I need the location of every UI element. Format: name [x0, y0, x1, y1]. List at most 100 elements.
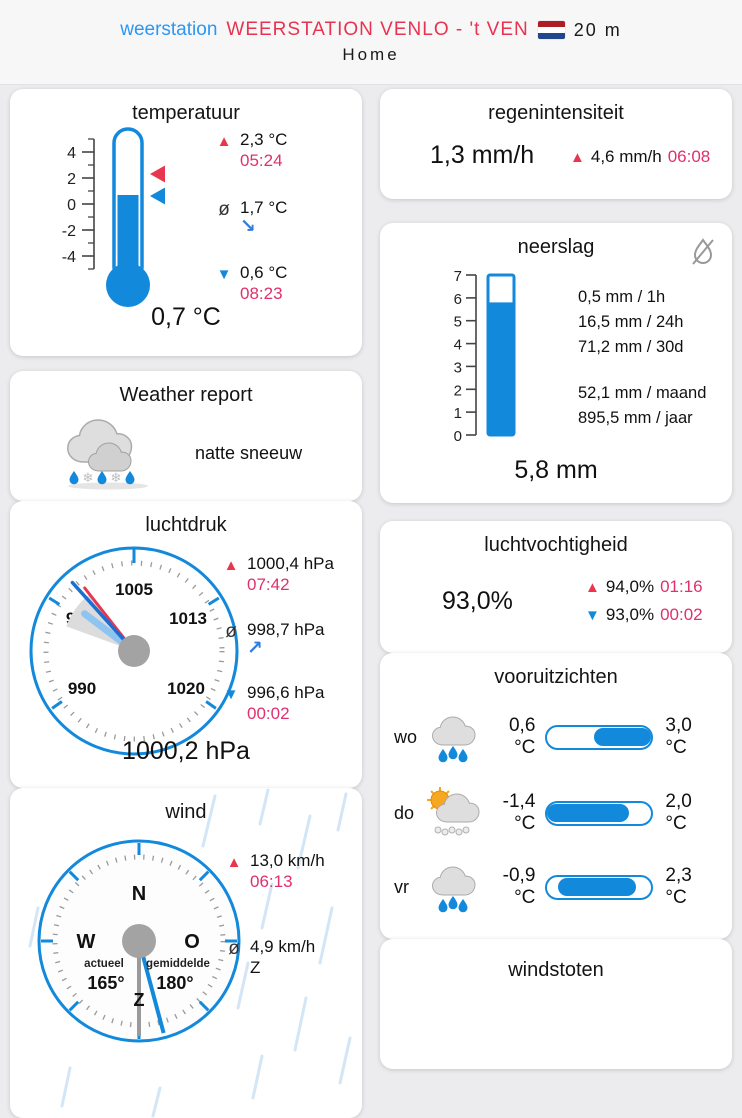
svg-text:Z: Z — [134, 990, 145, 1010]
rain-intensity-current: 1,3 mm/h — [430, 141, 535, 169]
svg-text:2: 2 — [454, 382, 462, 399]
max-marker-icon — [150, 165, 165, 183]
thermometer-gauge: 4 2 0 -2 -4 — [62, 127, 165, 307]
card-forecast: vooruitzichten wo 0,6 °C 3,0 °C do — [380, 653, 732, 939]
svg-text:1: 1 — [454, 405, 462, 422]
forecast-row-vr: vr -0,9 °C 2,3 °C — [394, 861, 718, 913]
min-arrow-icon: ▼ — [216, 266, 232, 283]
svg-text:❄: ❄ — [83, 470, 94, 485]
wind-max: ▲ 13,0 km/h 06:13 — [226, 851, 325, 891]
temperature-current: 0,7 °C — [151, 303, 221, 331]
card-title: wind — [165, 801, 207, 823]
card-title: luchtvochtigheid — [484, 534, 628, 556]
rain-cloud-icon — [431, 866, 476, 913]
max-arrow-icon: ▲ — [226, 854, 242, 871]
trend-up-icon: ↗ — [247, 638, 263, 659]
wind-compass: N O W actueel gemiddelde 165° 180° Z — [37, 839, 241, 1043]
pressure-min: ▼ 996,6 hPa 00:02 — [223, 683, 325, 723]
station-altitude: 20 m — [573, 19, 622, 40]
card-wind-gusts: windstoten — [380, 939, 732, 1069]
humidity-max: ▲ 94,0% 01:16 — [585, 577, 703, 596]
svg-text:5: 5 — [454, 314, 462, 331]
pressure-gauge: 1005 998 1013 990 1020 — [29, 546, 239, 756]
sleet-cloud-icon: ❄ ❄ — [67, 419, 148, 490]
max-arrow-icon: ▲ — [570, 148, 585, 166]
min-arrow-icon: ▼ — [585, 606, 600, 624]
svg-text:1005: 1005 — [115, 580, 153, 599]
forecast-row-wo: wo 0,6 °C 3,0 °C — [394, 711, 718, 763]
card-wind: wind N O W — [10, 788, 362, 1118]
average-symbol: ø — [225, 621, 237, 642]
rain-cloud-icon — [431, 716, 476, 763]
svg-text:0: 0 — [67, 197, 76, 214]
svg-text:❄: ❄ — [111, 470, 122, 485]
card-title: Weather report — [119, 384, 253, 406]
average-symbol: ø — [228, 938, 240, 959]
page-header: weerstation WEERSTATION VENLO - 't VEN 2… — [0, 0, 742, 85]
svg-text:990: 990 — [68, 679, 96, 698]
max-arrow-icon: ▲ — [585, 578, 600, 596]
svg-text:7: 7 — [454, 268, 462, 285]
nav-home[interactable]: Home — [342, 45, 400, 64]
weather-condition: natte sneeuw — [195, 443, 303, 463]
card-title: neerslag — [517, 236, 595, 258]
card-title: windstoten — [508, 959, 604, 981]
min-marker-icon — [150, 187, 165, 205]
precipitation-periods: 0,5 mm / 1h 16,5 mm / 24h 71,2 mm / 30d — [578, 288, 684, 356]
left-column: temperatuur 4 2 0 -2 -4 — [10, 89, 362, 1118]
card-title: temperatuur — [132, 102, 240, 124]
svg-text:1013: 1013 — [169, 609, 207, 628]
card-rain-intensity: regenintensiteit 1,3 mm/h ▲ 4,6 mm/h 06:… — [380, 89, 732, 199]
card-humidity: luchtvochtigheid 93,0% ▲ 94,0% 01:16 ▼ 9… — [380, 521, 732, 653]
temp-range-bar — [545, 724, 654, 750]
svg-text:3: 3 — [454, 359, 462, 376]
card-title: vooruitzichten — [494, 666, 618, 688]
temp-range-bar — [545, 874, 654, 900]
pressure-max: ▲ 1000,4 hPa 07:42 — [223, 554, 334, 594]
temperature-min: ▼ 0,6 °C 08:23 — [216, 263, 288, 303]
station-name: WEERSTATION VENLO - 't VEN — [226, 19, 529, 40]
min-arrow-icon: ▼ — [223, 686, 239, 703]
card-weather-report: Weather report ❄ ❄ natte sneeuw — [10, 371, 362, 501]
svg-text:6: 6 — [454, 291, 462, 308]
rain-gauge-bar: 7 6 5 4 3 2 1 0 — [454, 268, 516, 445]
netherlands-flag-icon — [537, 21, 565, 39]
svg-text:2: 2 — [67, 171, 76, 188]
humidity-current: 93,0% — [442, 587, 513, 615]
dashboard-grid: temperatuur 4 2 0 -2 -4 — [0, 85, 742, 1118]
svg-text:-2: -2 — [62, 223, 76, 240]
temperature-avg: ø 1,7 °C ↘ — [215, 197, 287, 236]
rain-intensity-max: ▲ 4,6 mm/h 06:08 — [570, 147, 711, 166]
temperature-max: ▲ 2,3 °C 05:24 — [216, 130, 288, 170]
right-column: regenintensiteit 1,3 mm/h ▲ 4,6 mm/h 06:… — [380, 89, 732, 1118]
svg-text:gemiddelde: gemiddelde — [146, 958, 210, 970]
svg-text:actueel: actueel — [84, 958, 124, 970]
pressure-current: 1000,2 hPa — [122, 737, 250, 765]
max-arrow-icon: ▲ — [223, 557, 239, 574]
svg-text:O: O — [184, 931, 200, 953]
svg-text:4: 4 — [454, 337, 462, 354]
svg-text:N: N — [132, 883, 146, 905]
precipitation-totals: 52,1 mm / maand 895,5 mm / jaar — [578, 384, 707, 427]
wind-avg: ø 4,9 km/h Z — [225, 936, 325, 978]
svg-text:-4: -4 — [62, 249, 76, 266]
page-title: weerstation WEERSTATION VENLO - 't VEN 2… — [120, 19, 622, 41]
app-title-link[interactable]: weerstation — [120, 19, 218, 40]
pressure-avg: ø 998,7 hPa ↗ — [222, 619, 334, 658]
svg-text:1020: 1020 — [167, 679, 205, 698]
card-title: luchtdruk — [145, 514, 227, 536]
svg-text:0: 0 — [454, 428, 462, 445]
trend-down-icon: ↘ — [240, 216, 256, 237]
card-temperature: temperatuur 4 2 0 -2 -4 — [10, 89, 362, 356]
card-title: regenintensiteit — [488, 102, 624, 124]
precipitation-current: 5,8 mm — [514, 456, 598, 484]
sun-cloud-snow-icon — [426, 787, 480, 836]
average-symbol: ø — [218, 199, 230, 220]
svg-text:W: W — [77, 931, 96, 953]
forecast-row-do: do -1,4 °C 2,0 °C — [394, 786, 718, 840]
max-arrow-icon: ▲ — [216, 133, 232, 150]
droplet-off-icon[interactable] — [688, 236, 718, 268]
humidity-min: ▼ 93,0% 00:02 — [585, 605, 703, 624]
svg-text:165°: 165° — [87, 973, 124, 993]
card-precipitation: neerslag 7 6 5 4 3 2 1 0 — [380, 223, 732, 503]
